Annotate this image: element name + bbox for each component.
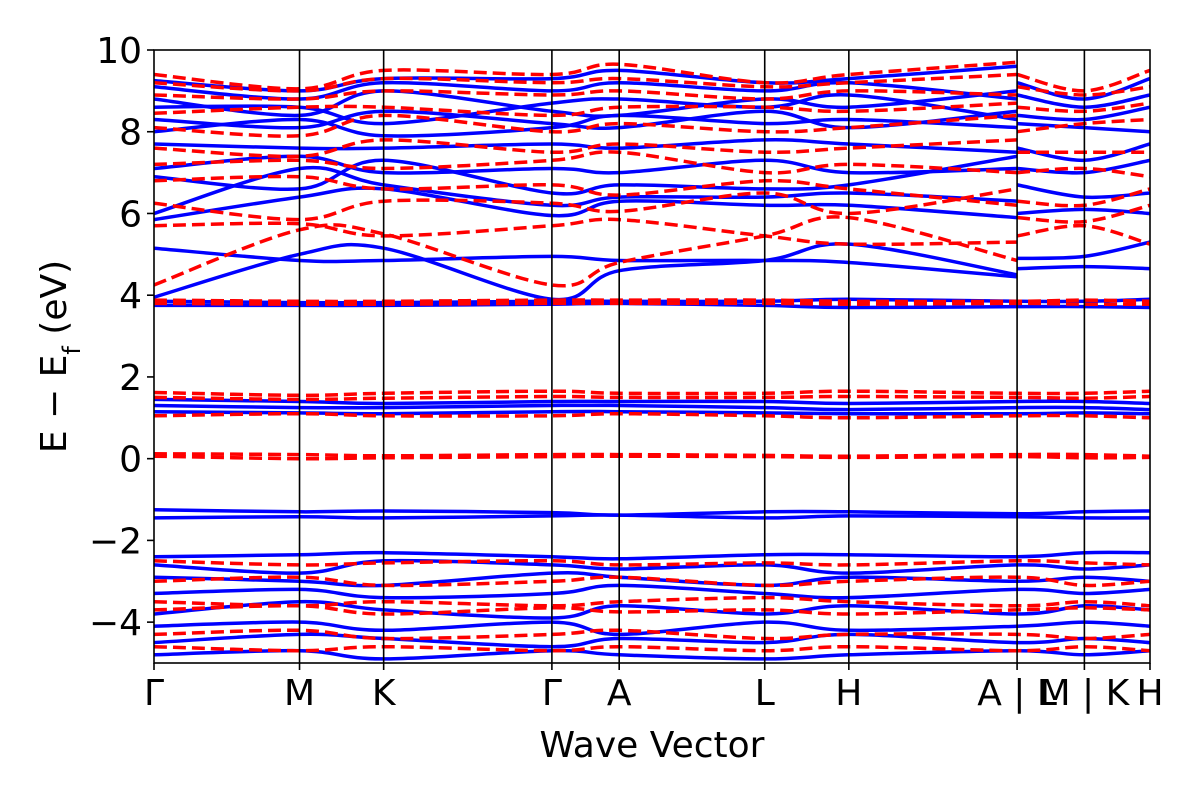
red-band-line-28 [154,575,1150,588]
bands-layer [154,60,1150,661]
red-band-line-29 [154,595,1150,608]
x-tick-label-4: A [607,673,632,714]
y-axis-label: E − Ef (eV) [34,260,86,453]
red-band-line-2 [1016,223,1150,246]
red-band-line-13 [154,138,1018,159]
y-axis-label-unit: (eV) [34,260,75,346]
y-axis-ticks: −4 −2 0 2 4 6 8 10 [89,31,154,644]
x-tick-label-8: M | K [1040,673,1131,714]
x-axis-label: Wave Vector [540,725,765,766]
x-tick-label-5: L [755,673,775,714]
blue-band-line-30 [154,550,1150,561]
red-band-line-7 [154,411,1150,420]
red-band-line-30 [154,603,1150,616]
y-tick-label-0: −4 [89,603,142,644]
x-tick-label-6: H [835,673,862,714]
blue-band-line-19 [154,89,1018,118]
blue-band-line-1 [154,242,1018,302]
blue-band-line-32 [154,571,1150,588]
red-band-line-0 [154,215,1018,288]
x-tick-label-3: Γ [542,673,562,714]
y-tick-label-3: 2 [119,358,142,399]
x-tick-label-2: K [372,673,397,714]
blue-band-line-2 [1017,240,1150,261]
x-tick-label-1: M [284,673,315,714]
red-band-line-9 [154,454,1150,461]
red-band-line-27 [154,559,1150,567]
x-tick-label-9: H [1136,673,1163,714]
blue-band-line-10 [154,513,1150,520]
y-tick-label-5: 6 [119,194,142,235]
red-band-line-5 [154,389,1150,398]
blue-band-line-12 [154,165,1018,216]
kpoint-divider-lines [298,50,1086,663]
blue-band-line-36 [154,632,1150,649]
red-band-line-6 [154,394,1150,402]
blue-band-line-11 [154,186,1018,222]
blue-band-line-31 [154,558,1150,575]
y-tick-label-2: 0 [119,440,142,481]
blue-band-line-28 [1016,93,1150,109]
red-band-line-11 [154,174,1018,208]
blue-band-line-6 [154,397,1150,406]
blue-band-line-33 [154,583,1150,600]
red-band-line-31 [154,628,1150,641]
blue-band-line-0 [154,246,1018,279]
y-tick-label-4: 4 [119,276,142,317]
y-tick-label-1: −2 [89,521,142,562]
y-axis-label-main: E − E [34,355,75,454]
blue-band-line-13 [154,154,1018,196]
y-axis-label-subscript: f [58,346,86,355]
blue-band-line-3 [1017,264,1150,271]
blue-band-line-35 [154,620,1150,637]
x-tick-label-0: Γ [144,673,164,714]
red-band-line-4 [154,301,1150,307]
blue-band-line-15 [154,138,1018,154]
red-band-line-3 [154,298,1150,304]
y-tick-label-7: 10 [96,31,142,72]
x-tick-label-7: A | L [977,673,1057,714]
y-tick-label-6: 8 [119,113,142,154]
blue-band-line-7 [154,403,1150,412]
red-band-line-32 [154,644,1150,653]
plot-frame [153,49,1151,664]
